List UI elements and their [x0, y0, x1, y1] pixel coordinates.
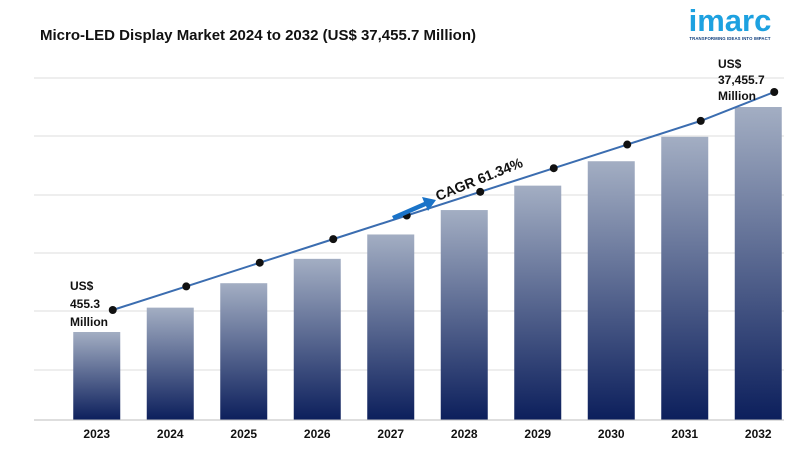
- bar-2030: [587, 161, 635, 421]
- bar-2029: [514, 185, 562, 420]
- trend-point-2029: [549, 164, 558, 173]
- bar-2026: [293, 258, 341, 420]
- x-tick-2031: 2031: [671, 427, 698, 441]
- x-tick-2028: 2028: [451, 427, 478, 441]
- x-tick-2026: 2026: [304, 427, 331, 441]
- trend-point-2031: [696, 116, 705, 125]
- start-value-label-0: US$: [70, 279, 94, 293]
- brand-logo: imarc TRANSFORMING IDEAS INTO IMPACT: [676, 3, 784, 41]
- bar-2031: [661, 136, 709, 420]
- trend-point-2030: [623, 140, 632, 149]
- bar-2023: [73, 332, 121, 420]
- trend-line: [112, 91, 775, 311]
- trend-point-2025: [255, 258, 264, 267]
- cagr-arrow: [392, 197, 436, 220]
- x-tick-2029: 2029: [524, 427, 551, 441]
- bar-2027: [367, 234, 415, 420]
- end-value-label-2: Million: [718, 89, 756, 103]
- x-tick-2024: 2024: [157, 427, 184, 441]
- trend-point-2026: [329, 235, 338, 244]
- trend-point-2028: [476, 187, 485, 196]
- bar-2024: [146, 307, 194, 420]
- x-tick-2023: 2023: [83, 427, 110, 441]
- x-tick-2027: 2027: [377, 427, 404, 441]
- trend-point-2024: [182, 282, 191, 291]
- bar-2028: [440, 210, 488, 420]
- x-tick-2025: 2025: [230, 427, 257, 441]
- end-value-label-0: US$: [718, 57, 742, 71]
- end-value-label-1: 37,455.7: [718, 73, 765, 87]
- bar-2032: [734, 107, 782, 420]
- bar-2025: [220, 283, 268, 420]
- start-value-label-1: 455.3: [70, 297, 100, 311]
- brand-tagline: TRANSFORMING IDEAS INTO IMPACT: [689, 36, 771, 41]
- trend-point-2032: [770, 88, 779, 96]
- start-value-label-2: Million: [70, 315, 108, 329]
- chart-title: Micro-LED Display Market 2024 to 2032 (U…: [40, 27, 476, 44]
- cagr-label: CAGR 61.34%: [433, 154, 525, 204]
- x-tick-2030: 2030: [598, 427, 625, 441]
- trend-point-2023: [108, 306, 117, 314]
- brand-name: imarc: [688, 3, 772, 38]
- x-tick-2032: 2032: [745, 427, 772, 441]
